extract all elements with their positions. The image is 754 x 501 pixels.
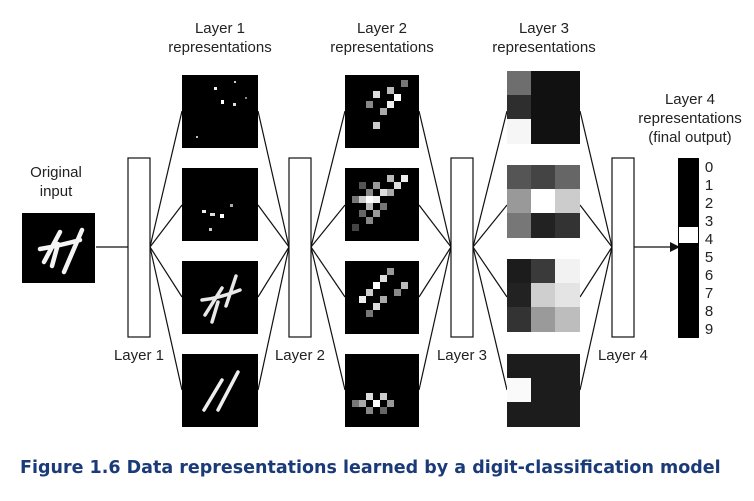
layer-4-representations-title: Layer 4 representations (final output) xyxy=(638,91,742,146)
layer-4-label: Layer 4 xyxy=(597,347,649,364)
layer-1-representation-1 xyxy=(182,75,258,148)
final-output-active-cell xyxy=(679,227,698,243)
layer-3-label: Layer 3 xyxy=(436,347,488,364)
layer-1-box xyxy=(127,157,151,338)
layer-3-representation-1 xyxy=(507,71,580,144)
layer-2-representation-4 xyxy=(345,354,419,427)
layer-2-box xyxy=(288,157,312,338)
original-input-image xyxy=(22,213,95,283)
output-class-4: 4 xyxy=(704,231,714,248)
layer-2-representations-title: Layer 2 representations xyxy=(330,20,434,56)
figure-caption: Figure 1.6 Data representations learned … xyxy=(20,458,721,478)
output-class-3: 3 xyxy=(704,213,714,230)
layer-2-representation-3 xyxy=(345,261,419,334)
output-class-8: 8 xyxy=(704,303,714,320)
layer-3-representation-2 xyxy=(507,165,580,238)
layer-1-representation-2 xyxy=(182,168,258,241)
connection-lines xyxy=(96,110,670,391)
network-diagram xyxy=(22,71,699,427)
layer-4-box xyxy=(611,157,635,338)
output-class-2: 2 xyxy=(704,195,714,212)
layer-1-label: Layer 1 xyxy=(113,347,165,364)
layer-2-representation-1 xyxy=(345,75,419,148)
original-input-title: Original input xyxy=(30,164,82,200)
output-class-6: 6 xyxy=(704,267,714,284)
output-arrowhead xyxy=(670,242,680,252)
layer-3-representation-3 xyxy=(507,259,580,332)
output-class-7: 7 xyxy=(704,285,714,302)
final-output-column xyxy=(678,158,699,338)
output-class-0: 0 xyxy=(704,159,714,176)
layer-3-representations-title: Layer 3 representations xyxy=(492,20,596,56)
output-class-1: 1 xyxy=(704,177,714,194)
layer-2-representation-2 xyxy=(345,168,419,241)
layer-3-representation-4 xyxy=(507,354,580,427)
layer-1-representation-4 xyxy=(182,354,258,427)
layer-1-representation-3 xyxy=(182,261,258,334)
output-class-9: 9 xyxy=(704,321,714,338)
layer-1-representations-title: Layer 1 representations xyxy=(168,20,272,56)
layer-2-label: Layer 2 xyxy=(274,347,326,364)
output-class-5: 5 xyxy=(704,249,714,266)
layer-3-box xyxy=(450,157,474,338)
